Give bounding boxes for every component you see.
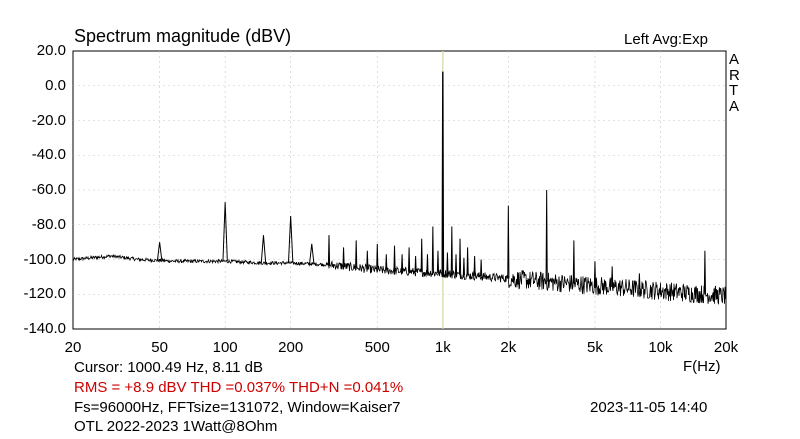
channel-average-label: Left Avg:Exp — [624, 31, 708, 48]
arta-letter: R — [729, 66, 740, 84]
spectrum-peak — [327, 235, 331, 265]
fft-settings-readout: Fs=96000Hz, FFTsize=131072, Window=Kaise… — [74, 399, 401, 416]
x-tick-label: 10k — [648, 339, 673, 356]
y-tick-label: -80.0 — [31, 215, 66, 233]
measurement-datetime: 2023-11-05 14:40 — [590, 399, 708, 416]
spectrum-peak — [376, 243, 379, 270]
grid-lines — [73, 51, 726, 329]
spectrum-peak — [462, 257, 466, 276]
spectrum-peak — [446, 252, 449, 274]
spectrum-peak — [400, 254, 404, 272]
x-tick-label: 50 — [151, 339, 168, 356]
x-tick-label: 500 — [364, 339, 390, 356]
x-tick-label: 20 — [64, 339, 82, 356]
spectrum-peak — [480, 259, 483, 277]
cursor-readout: Cursor: 1000.49 Hz, 8.11 dB — [74, 359, 263, 376]
rms-thd-readout: RMS = +8.9 dBV THD =0.037% THD+N =0.041% — [74, 379, 404, 396]
spectrum-peak — [414, 256, 417, 272]
spectrum-peak — [355, 240, 358, 268]
spectrum-peak — [156, 242, 163, 261]
noise-floor-line — [72, 253, 727, 305]
chart-title: Spectrum magnitude (dBV) — [74, 26, 292, 46]
arta-letter: A — [729, 97, 740, 115]
y-tick-label: -60.0 — [31, 181, 66, 198]
spectrum-peak — [407, 247, 411, 272]
spectrum-peak — [466, 247, 469, 276]
spectrum-peak — [611, 266, 614, 287]
spectrum-peak — [593, 261, 597, 286]
spectrum-peak — [454, 254, 458, 275]
y-tick-label: 0.0 — [45, 76, 66, 94]
spectrum-peak — [393, 245, 396, 271]
spectrum-peak — [222, 202, 228, 262]
spectrum-peak — [638, 273, 641, 290]
spectrum-peak — [473, 256, 476, 276]
y-tick-label: -140.0 — [23, 320, 66, 337]
spectrum-peak — [420, 238, 423, 273]
x-tick-label: 2k — [500, 339, 517, 356]
x-tick-label: 1k — [434, 339, 451, 356]
y-tick-label: -40.0 — [31, 146, 66, 164]
spectrum-peak — [426, 254, 429, 273]
spectrum-peak — [507, 205, 510, 279]
x-tick-label: 200 — [278, 339, 304, 356]
spectrum-peak — [545, 189, 548, 282]
arta-letter: A — [729, 51, 740, 68]
spectrum-peak — [572, 240, 575, 284]
spectrum-peak — [441, 71, 445, 274]
x-tick-label: 20k — [713, 339, 739, 356]
arta-logo: A R T A — [729, 52, 741, 114]
spectrum-peak — [309, 243, 315, 264]
arta-letter: T — [729, 82, 739, 99]
spectrum-peak — [450, 226, 453, 275]
spectrum-peak — [385, 254, 388, 271]
x-tick-label: 5k — [587, 339, 603, 356]
y-tick-label: -20.0 — [31, 111, 66, 129]
spectrum-peak — [342, 247, 345, 267]
y-tick-label: -100.0 — [23, 250, 66, 268]
spectrum-peak — [431, 226, 434, 273]
x-tick-label: 100 — [212, 339, 238, 356]
spectrum-trace — [72, 71, 727, 305]
measurement-description: OTL 2022-2023 1Watt@8Ohm — [74, 418, 278, 435]
spectrum-peak — [260, 235, 267, 264]
spectrum-peak — [458, 238, 462, 275]
spectrum-peak — [366, 250, 369, 269]
x-axis-unit-label: F(Hz) — [683, 358, 721, 375]
y-tick-label: 20.0 — [36, 42, 66, 59]
y-tick-label: -120.0 — [23, 285, 66, 303]
spectrum-peak — [287, 216, 294, 263]
spectrum-peak — [703, 250, 707, 295]
spectrum-peak — [436, 250, 440, 274]
